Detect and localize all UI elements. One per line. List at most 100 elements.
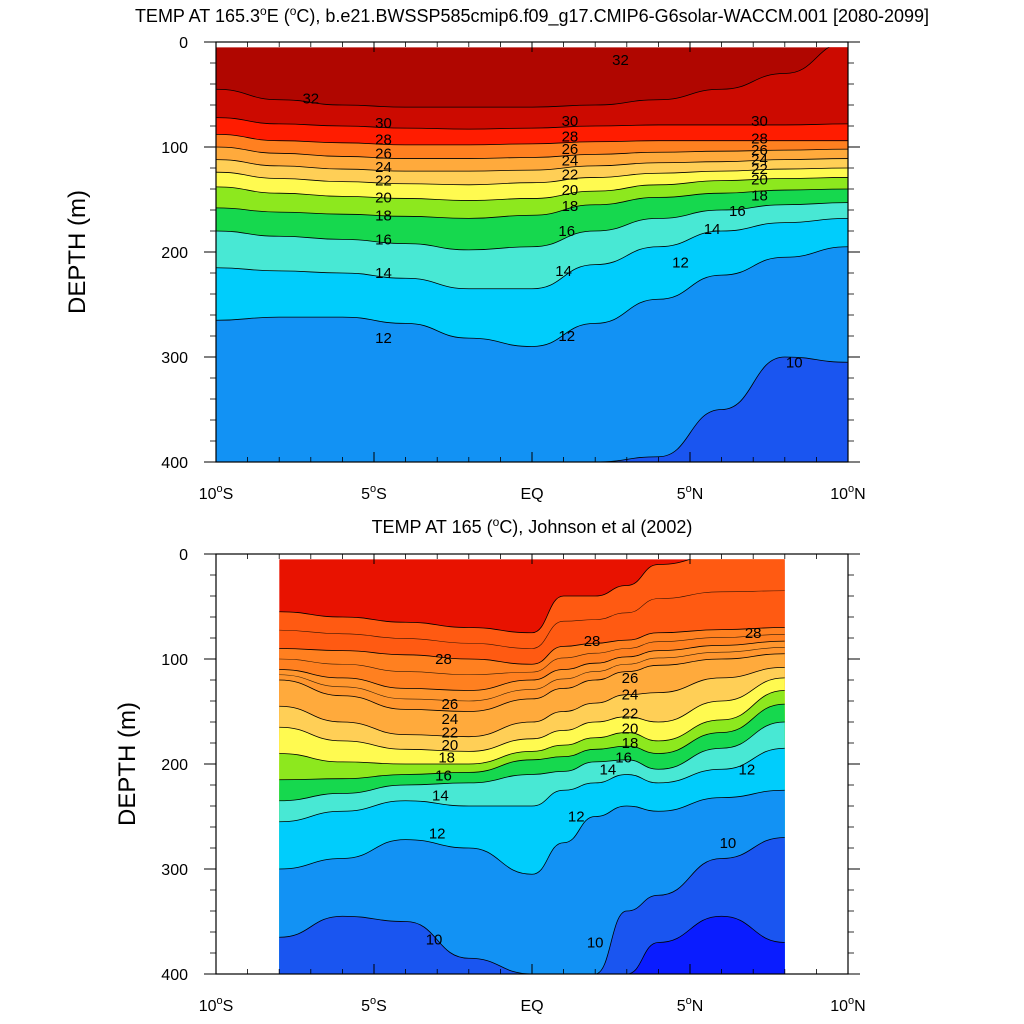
contour-label: 16 <box>435 768 452 785</box>
contour-label: 18 <box>622 735 639 752</box>
chart-title: TEMP AT 165 (oC), Johnson et al (2002) <box>372 515 693 537</box>
contour-label: 30 <box>375 115 392 132</box>
isotherm-line-16 <box>216 202 848 251</box>
x-tick-label: 10oS <box>199 995 234 1015</box>
isotherm-line-14 <box>216 218 848 290</box>
y-tick-label: 100 <box>161 652 188 669</box>
contour-label: 16 <box>558 223 575 240</box>
y-tick-label: 400 <box>161 455 188 472</box>
contour-label: 22 <box>375 173 392 190</box>
contour-field <box>216 47 848 462</box>
contour-label: 10 <box>720 835 737 852</box>
isotherm-line-26 <box>279 653 785 712</box>
x-tick-label: 5oS <box>361 995 387 1015</box>
contour-label: 14 <box>599 761 616 778</box>
isotherm-line-9 <box>279 915 785 974</box>
contour-label: 26 <box>375 145 392 162</box>
x-tick-label: EQ <box>520 486 543 503</box>
isotherm-line-12 <box>279 789 785 875</box>
contour-label: 26 <box>441 696 458 713</box>
isotherm-line-28 <box>216 134 848 146</box>
contour-label: 22 <box>751 161 768 178</box>
contour-label: 14 <box>704 221 721 238</box>
contour-label: 20 <box>562 182 579 199</box>
contour-label: 18 <box>375 207 392 224</box>
isotherm-line-27 <box>279 640 785 691</box>
contour-label: 14 <box>375 265 392 282</box>
contour-label: 10 <box>786 354 803 371</box>
isotherm-line-18 <box>279 703 785 781</box>
y-tick-label: 300 <box>161 350 188 367</box>
isotherm-band-10 <box>279 837 785 974</box>
contour-label: 20 <box>751 172 768 189</box>
contour-label: 10 <box>587 935 604 952</box>
y-tick-label: 0 <box>179 547 188 564</box>
isotherm-line-32 <box>216 47 830 108</box>
contour-label: 16 <box>375 231 392 248</box>
contour-label: 14 <box>555 263 572 280</box>
y-tick-label: 0 <box>179 35 188 52</box>
contour-label: 14 <box>432 788 449 805</box>
isotherm-line-24 <box>216 158 848 172</box>
contour-label: 32 <box>612 52 629 69</box>
isotherm-line-22 <box>216 167 848 186</box>
contour-field <box>279 559 785 974</box>
contour-label: 26 <box>562 141 579 158</box>
contour-label: 24 <box>751 152 768 169</box>
isotherm-line-16 <box>279 721 785 802</box>
isotherm-line-29 <box>279 559 692 634</box>
y-tick-label: 300 <box>161 862 188 879</box>
isotherm-line-10 <box>216 356 848 462</box>
contour-label: 28 <box>745 625 762 642</box>
y-axis-label: DEPTH (m) <box>114 702 141 826</box>
isotherm-band-12 <box>216 246 848 462</box>
isotherm-line-28.5 <box>279 590 785 649</box>
isotherm-line-22 <box>279 677 785 752</box>
contour-label: 20 <box>375 189 392 206</box>
contour-label: 26 <box>622 670 639 687</box>
contour-label: 20 <box>622 720 639 737</box>
contour-label: 12 <box>672 255 689 272</box>
contour-label: 22 <box>622 706 639 723</box>
chart-title: TEMP AT 165.3oE (oC), b.e21.BWSSP585cmip… <box>135 4 929 27</box>
isotherm-line-28 <box>279 627 785 665</box>
contour-label: 26 <box>751 142 768 159</box>
isotherm-band-10 <box>216 357 848 462</box>
contour-label: 28 <box>435 651 452 668</box>
contour-label: 12 <box>429 825 446 842</box>
isotherm-line-10 <box>279 837 785 974</box>
contour-label: 18 <box>562 198 579 215</box>
x-tick-label: 10oN <box>830 483 865 503</box>
contour-label: 28 <box>375 132 392 149</box>
x-tick-label: 5oN <box>677 995 704 1015</box>
isotherm-line-26.5 <box>279 647 785 702</box>
contour-label: 24 <box>562 153 579 170</box>
contour-label: 24 <box>441 711 458 728</box>
x-tick-label: 10oS <box>199 483 234 503</box>
contour-label: 30 <box>562 113 579 130</box>
y-tick-label: 200 <box>161 757 188 774</box>
contour-label: 18 <box>438 750 455 767</box>
contour-label: 22 <box>441 725 458 742</box>
contour-label: 12 <box>568 809 585 826</box>
contour-label: 28 <box>562 129 579 146</box>
contour-label: 24 <box>375 159 392 176</box>
isotherm-line-26 <box>216 146 848 159</box>
contour-label: 28 <box>584 633 601 650</box>
contour-label: 28 <box>751 131 768 148</box>
y-tick-label: 100 <box>161 140 188 157</box>
y-tick-label: 400 <box>161 967 188 984</box>
y-tick-label: 200 <box>161 245 188 262</box>
contour-label: 12 <box>558 328 575 345</box>
isotherm-line-27.5 <box>279 634 785 676</box>
isotherm-line-18 <box>216 188 848 219</box>
contour-label: 12 <box>739 761 756 778</box>
x-tick-label: 5oS <box>361 483 387 503</box>
contour-label: 16 <box>729 203 746 220</box>
contour-label: 10 <box>426 931 443 948</box>
isotherm-line-24 <box>279 667 785 738</box>
contour-label: 18 <box>751 187 768 204</box>
contour-label: 16 <box>615 750 632 767</box>
